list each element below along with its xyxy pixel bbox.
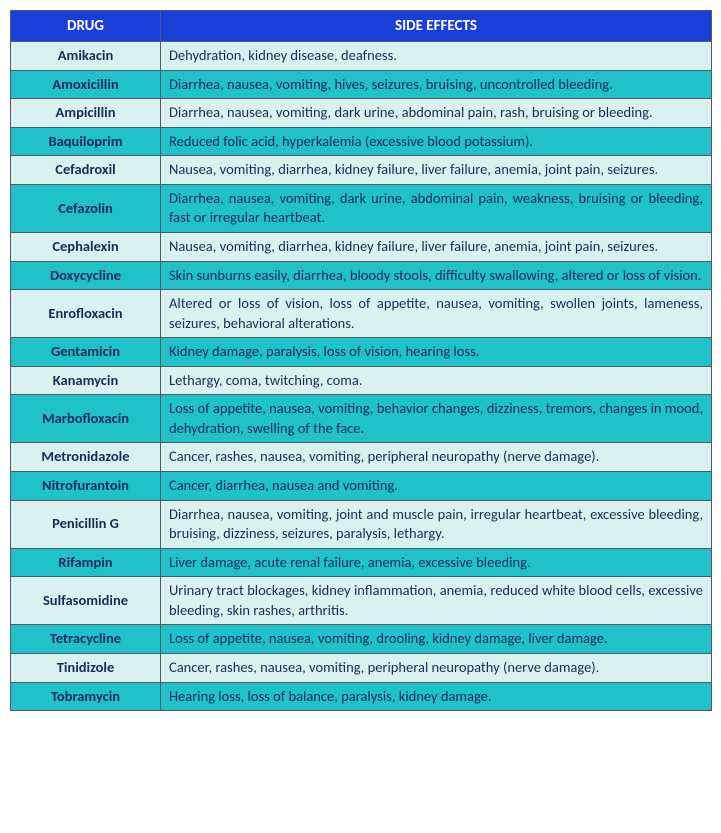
effects-cell: Urinary tract blockages, kidney inflamma… bbox=[161, 577, 712, 625]
drug-cell: Ampicillin bbox=[11, 99, 161, 128]
drug-cell: Tinidizole bbox=[11, 653, 161, 682]
table-row: KanamycinLethargy, coma, twitching, coma… bbox=[11, 366, 712, 395]
drug-cell: Penicillin G bbox=[11, 500, 161, 548]
table-row: MetronidazoleCancer, rashes, nausea, vom… bbox=[11, 443, 712, 472]
table-row: GentamicinKidney damage, paralysis, loss… bbox=[11, 338, 712, 367]
effects-cell: Nausea, vomiting, diarrhea, kidney failu… bbox=[161, 232, 712, 261]
drug-cell: Enrofloxacin bbox=[11, 290, 161, 338]
effects-cell: Diarrhea, nausea, vomiting, dark urine, … bbox=[161, 99, 712, 128]
effects-cell: Dehydration, kidney disease, deafness. bbox=[161, 42, 712, 71]
header-side-effects: SIDE EFFECTS bbox=[161, 11, 712, 42]
table-row: AmpicillinDiarrhea, nausea, vomiting, da… bbox=[11, 99, 712, 128]
table-row: TetracyclineLoss of appetite, nausea, vo… bbox=[11, 625, 712, 654]
table-row: SulfasomidineUrinary tract blockages, ki… bbox=[11, 577, 712, 625]
effects-cell: Altered or loss of vision, loss of appet… bbox=[161, 290, 712, 338]
table-row: TinidizoleCancer, rashes, nausea, vomiti… bbox=[11, 653, 712, 682]
effects-cell: Diarrhea, nausea, vomiting, dark urine, … bbox=[161, 184, 712, 232]
table-row: MarbofloxacinLoss of appetite, nausea, v… bbox=[11, 395, 712, 443]
drug-cell: Metronidazole bbox=[11, 443, 161, 472]
table-row: RifampinLiver damage, acute renal failur… bbox=[11, 548, 712, 577]
table-row: TobramycinHearing loss, loss of balance,… bbox=[11, 682, 712, 711]
effects-cell: Diarrhea, nausea, vomiting, hives, seizu… bbox=[161, 70, 712, 99]
drug-cell: Amoxicillin bbox=[11, 70, 161, 99]
drug-cell: Sulfasomidine bbox=[11, 577, 161, 625]
effects-cell: Liver damage, acute renal failure, anemi… bbox=[161, 548, 712, 577]
drug-cell: Tetracycline bbox=[11, 625, 161, 654]
drug-cell: Cefazolin bbox=[11, 184, 161, 232]
drug-cell: Rifampin bbox=[11, 548, 161, 577]
effects-cell: Lethargy, coma, twitching, coma. bbox=[161, 366, 712, 395]
drug-cell: Doxycycline bbox=[11, 261, 161, 290]
header-drug: DRUG bbox=[11, 11, 161, 42]
drug-cell: Cefadroxil bbox=[11, 156, 161, 185]
table-header: DRUG SIDE EFFECTS bbox=[11, 11, 712, 42]
table-row: CefazolinDiarrhea, nausea, vomiting, dar… bbox=[11, 184, 712, 232]
drug-cell: Nitrofurantoin bbox=[11, 472, 161, 501]
table-body: AmikacinDehydration, kidney disease, dea… bbox=[11, 42, 712, 711]
effects-cell: Nausea, vomiting, diarrhea, kidney failu… bbox=[161, 156, 712, 185]
table-row: AmikacinDehydration, kidney disease, dea… bbox=[11, 42, 712, 71]
table-row: Penicillin GDiarrhea, nausea, vomiting, … bbox=[11, 500, 712, 548]
effects-cell: Loss of appetite, nausea, vomiting, droo… bbox=[161, 625, 712, 654]
table-row: DoxycyclineSkin sunburns easily, diarrhe… bbox=[11, 261, 712, 290]
drug-cell: Gentamicin bbox=[11, 338, 161, 367]
effects-cell: Reduced folic acid, hyperkalemia (excess… bbox=[161, 127, 712, 156]
effects-cell: Cancer, rashes, nausea, vomiting, periph… bbox=[161, 653, 712, 682]
effects-cell: Loss of appetite, nausea, vomiting, beha… bbox=[161, 395, 712, 443]
table-row: NitrofurantoinCancer, diarrhea, nausea a… bbox=[11, 472, 712, 501]
drug-cell: Amikacin bbox=[11, 42, 161, 71]
drug-cell: Baquiloprim bbox=[11, 127, 161, 156]
table-row: CefadroxilNausea, vomiting, diarrhea, ki… bbox=[11, 156, 712, 185]
drug-cell: Marbofloxacin bbox=[11, 395, 161, 443]
effects-cell: Cancer, rashes, nausea, vomiting, periph… bbox=[161, 443, 712, 472]
drug-cell: Kanamycin bbox=[11, 366, 161, 395]
table-row: CephalexinNausea, vomiting, diarrhea, ki… bbox=[11, 232, 712, 261]
drug-cell: Tobramycin bbox=[11, 682, 161, 711]
table-row: BaquiloprimReduced folic acid, hyperkale… bbox=[11, 127, 712, 156]
effects-cell: Kidney damage, paralysis, loss of vision… bbox=[161, 338, 712, 367]
effects-cell: Hearing loss, loss of balance, paralysis… bbox=[161, 682, 712, 711]
effects-cell: Cancer, diarrhea, nausea and vomiting. bbox=[161, 472, 712, 501]
drug-cell: Cephalexin bbox=[11, 232, 161, 261]
table-row: AmoxicillinDiarrhea, nausea, vomiting, h… bbox=[11, 70, 712, 99]
table-row: EnrofloxacinAltered or loss of vision, l… bbox=[11, 290, 712, 338]
drug-side-effects-table: DRUG SIDE EFFECTS AmikacinDehydration, k… bbox=[10, 10, 712, 711]
effects-cell: Diarrhea, nausea, vomiting, joint and mu… bbox=[161, 500, 712, 548]
effects-cell: Skin sunburns easily, diarrhea, bloody s… bbox=[161, 261, 712, 290]
